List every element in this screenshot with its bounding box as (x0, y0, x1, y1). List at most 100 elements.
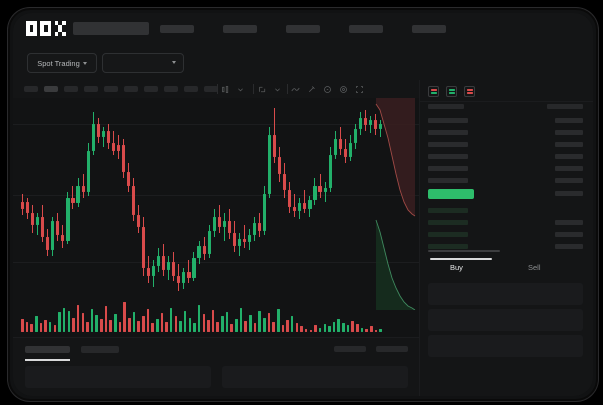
ask-row-price[interactable] (428, 154, 468, 159)
nav-item-2[interactable] (223, 25, 257, 33)
okx-logo[interactable] (26, 21, 66, 36)
bid-row-amount[interactable] (555, 244, 583, 249)
ask-row-price[interactable] (428, 130, 468, 135)
asks-only-icon[interactable] (464, 86, 475, 97)
bid-row-price[interactable] (428, 220, 468, 225)
bid-row-price[interactable] (428, 244, 468, 249)
settings-icon[interactable] (339, 85, 348, 94)
indicators-icon[interactable] (221, 85, 230, 94)
volume-bar (281, 325, 285, 332)
timeframe-button-6[interactable] (124, 86, 138, 92)
timeframe-button-1[interactable] (24, 86, 38, 92)
candle (313, 104, 317, 299)
ask-row-amount[interactable] (555, 142, 583, 147)
alert-icon[interactable] (323, 85, 332, 94)
orders-action-1[interactable] (334, 346, 366, 352)
volume-bar (346, 325, 350, 332)
ask-row-amount[interactable] (555, 130, 583, 135)
orders-action-2[interactable] (376, 346, 408, 352)
tab-order-history[interactable] (81, 346, 119, 353)
ask-row-amount[interactable] (555, 166, 583, 171)
volume-bar (197, 305, 201, 332)
candle (328, 104, 332, 299)
volume-bar (295, 323, 299, 332)
timeframe-button-3[interactable] (64, 86, 78, 92)
bids-only-icon[interactable] (446, 86, 457, 97)
volume-bar (90, 308, 94, 332)
order-card-2[interactable] (222, 366, 408, 388)
candle (237, 104, 241, 299)
both-icon[interactable] (428, 86, 439, 97)
nav-item-5[interactable] (412, 25, 446, 33)
volume-bar (109, 319, 112, 332)
nav-item-4[interactable] (349, 25, 383, 33)
volume-bar (95, 315, 98, 332)
search-input[interactable] (73, 22, 149, 35)
volume-bar (137, 320, 140, 332)
order-price-field[interactable] (428, 283, 583, 305)
volume-bar (207, 319, 210, 332)
timeframe-button-8[interactable] (164, 86, 178, 92)
volume-bar (30, 324, 33, 332)
ask-row-amount[interactable] (555, 118, 583, 123)
volume-bar (58, 312, 61, 332)
bid-row-price[interactable] (428, 208, 468, 213)
candle (56, 104, 60, 299)
candle (227, 104, 231, 299)
timeframe-button-5[interactable] (104, 86, 118, 92)
timeframe-button-7[interactable] (144, 86, 158, 92)
ask-row-price[interactable] (428, 142, 468, 147)
nav-item-3[interactable] (286, 25, 320, 33)
dropdown-caret-2-icon[interactable] (274, 86, 281, 93)
candle (66, 104, 70, 299)
ask-row-price[interactable] (428, 118, 468, 123)
volume-bar (309, 329, 313, 332)
volume-bar (169, 307, 173, 332)
order-total-field[interactable] (428, 335, 583, 357)
tab-open-orders[interactable] (25, 346, 70, 361)
depth-area (376, 220, 415, 310)
bid-row-price[interactable] (428, 232, 468, 237)
candle (142, 104, 146, 299)
timeframe-button-10[interactable] (204, 86, 218, 92)
candle (232, 104, 236, 299)
price-chart[interactable] (13, 98, 420, 338)
trading-mode-selector[interactable]: Spot Trading (27, 53, 97, 73)
bid-row-amount[interactable] (555, 232, 583, 237)
measure-icon[interactable] (307, 85, 316, 94)
candle (157, 104, 161, 299)
order-amount-field[interactable] (428, 309, 583, 331)
dropdown-caret-icon[interactable] (237, 86, 244, 93)
timeframe-button-9[interactable] (184, 86, 198, 92)
trading-pair-selector[interactable] (102, 53, 184, 73)
gridline (13, 195, 420, 196)
volume-bar (323, 324, 327, 332)
fullscreen-icon[interactable] (355, 85, 364, 94)
ask-row-price[interactable] (428, 166, 468, 171)
compare-icon[interactable] (258, 85, 267, 94)
line-tool-icon[interactable] (291, 85, 300, 94)
order-book-scrollbar[interactable] (428, 250, 500, 252)
volume-bar (118, 322, 122, 332)
volume-bar (263, 317, 266, 332)
ask-row-amount[interactable] (555, 178, 583, 183)
timeframe-button-4[interactable] (84, 86, 98, 92)
bid-row-amount[interactable] (555, 220, 583, 225)
mark-price-row[interactable] (428, 189, 474, 199)
chevron-down-icon (172, 61, 176, 64)
candle (353, 104, 357, 299)
nav-item-1[interactable] (160, 25, 194, 33)
volume-bar (244, 320, 247, 332)
timeframe-button-2[interactable] (44, 86, 58, 92)
ask-row-price[interactable] (428, 178, 468, 183)
toolbar-divider (217, 84, 218, 94)
app-screen: Spot Trading (13, 13, 593, 396)
tab-sell[interactable]: Sell (528, 263, 541, 272)
order-card-1[interactable] (25, 366, 211, 388)
volume-bar (239, 307, 243, 332)
volume-bar (249, 315, 252, 332)
ask-row-amount[interactable] (555, 154, 583, 159)
candle (162, 104, 166, 299)
tab-buy[interactable]: Buy (450, 263, 463, 272)
